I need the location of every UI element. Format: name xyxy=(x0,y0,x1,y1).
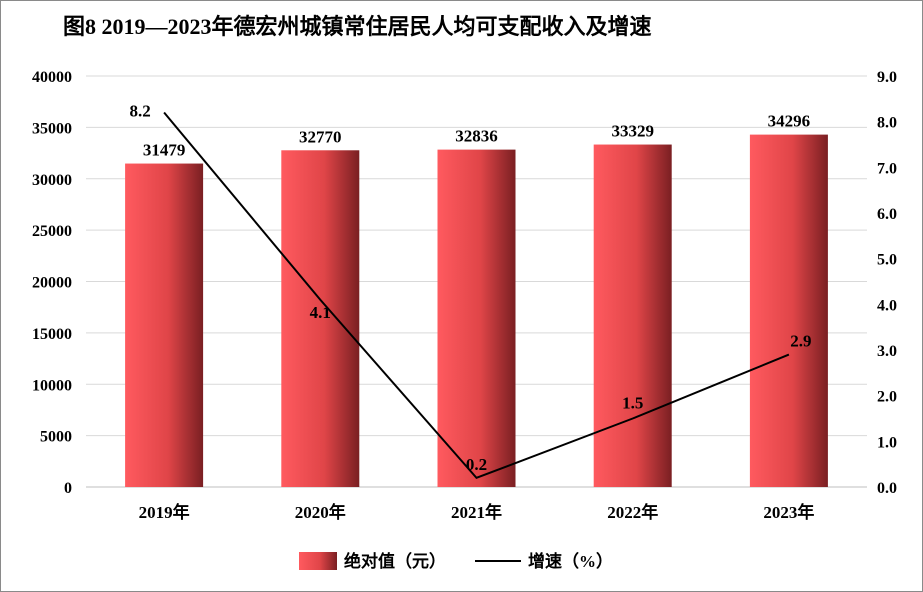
label-layer: 31479 32770 32836 33329 34296 8.2 4.1 0.2 1.5 2.9 xyxy=(129,102,811,474)
x-tick-label: 2023年 xyxy=(763,502,814,522)
y-right-tick-label: 4.0 xyxy=(877,297,897,314)
x-tick-label: 2019年 xyxy=(139,502,190,522)
axis-layer: 0 5000 10000 15000 20000 25000 30000 35000 40000… xyxy=(32,69,897,522)
line-data-label: 4.1 xyxy=(310,303,331,322)
y-right-tick-label: 3.0 xyxy=(877,343,897,360)
line-data-label: 8.2 xyxy=(129,102,150,121)
y-left-tick-label: 30000 xyxy=(32,172,72,189)
bar xyxy=(437,149,516,487)
y-left-tick-label: 40000 xyxy=(32,69,72,86)
bar-data-label: 32770 xyxy=(299,127,342,146)
y-right-tick-label: 2.0 xyxy=(877,389,897,406)
legend-line-label: 增速（%） xyxy=(528,551,613,571)
line-data-label: 2.9 xyxy=(790,332,811,351)
legend-bar-label: 绝对值（元） xyxy=(344,551,446,571)
y-right-tick-label: 7.0 xyxy=(877,160,897,177)
y-left-tick-label: 5000 xyxy=(40,429,72,446)
y-left-tick-label: 20000 xyxy=(32,275,72,292)
y-left-tick-label: 35000 xyxy=(32,120,72,137)
y-right-tick-label: 0.0 xyxy=(877,480,897,497)
y-left-tick-label: 10000 xyxy=(32,377,72,394)
y-right-tick-label: 6.0 xyxy=(877,206,897,223)
line-layer xyxy=(163,111,790,480)
y-right-tick-label: 5.0 xyxy=(877,252,897,269)
bar-data-label: 34296 xyxy=(768,112,811,131)
bar xyxy=(125,163,204,487)
bar-data-label: 32836 xyxy=(455,127,498,146)
y-right-tick-label: 8.0 xyxy=(877,115,897,132)
x-tick-label: 2022年 xyxy=(607,502,658,522)
y-left-tick-label: 25000 xyxy=(32,223,72,240)
legend-bar-swatch xyxy=(299,552,337,570)
y-right-tick-label: 1.0 xyxy=(877,434,897,451)
y-left-tick-label: 0 xyxy=(64,480,72,497)
bar-layer xyxy=(125,134,828,488)
x-tick-label: 2021年 xyxy=(451,502,502,522)
bar xyxy=(749,134,828,488)
bar-data-label: 33329 xyxy=(611,122,654,141)
bar xyxy=(281,150,360,487)
line-data-label: 0.2 xyxy=(466,455,487,474)
line-data-label: 1.5 xyxy=(622,394,643,413)
bar xyxy=(593,144,672,487)
y-left-tick-label: 15000 xyxy=(32,326,72,343)
legend: 绝对值（元） 增速（%） xyxy=(299,551,613,571)
bar-data-label: 31479 xyxy=(143,141,186,160)
x-tick-label: 2020年 xyxy=(295,502,346,522)
chart-title: 图8 2019—2023年德宏州城镇常住居民人均可支配收入及增速 xyxy=(63,14,652,39)
y-right-tick-label: 9.0 xyxy=(877,69,897,86)
